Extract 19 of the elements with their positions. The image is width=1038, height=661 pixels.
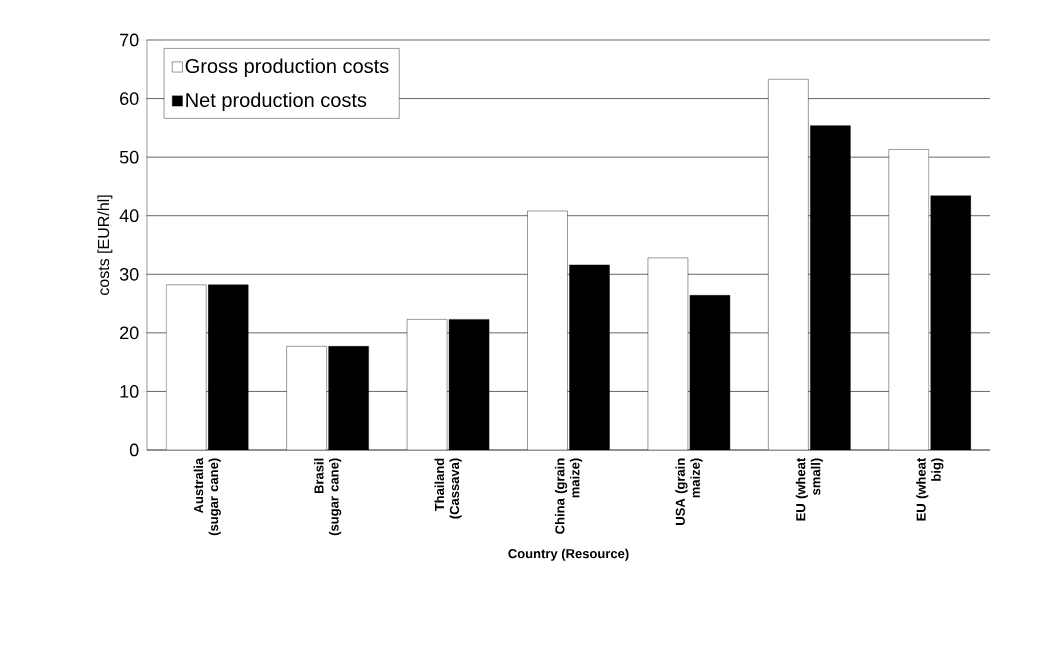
y-tick-label: 0: [129, 443, 139, 457]
x-axis-title: Country (Resource): [508, 548, 629, 561]
y-tick-label: 40: [119, 209, 139, 223]
x-tick-label: USA (grain maize): [675, 458, 703, 525]
x-tick-label: Thailand (Cassava): [434, 458, 462, 519]
x-tick-label: Brasil (sugar cane): [314, 458, 342, 536]
x-tick-label: EU (wheat big): [916, 457, 944, 521]
y-tick-label: 70: [120, 33, 139, 47]
legend-label: Net production costs: [186, 92, 367, 112]
y-axis-title: costs [EUR/hl]: [97, 195, 113, 296]
y-tick-label: 30: [119, 267, 139, 281]
y-tick-label: 20: [120, 326, 139, 340]
legend-label: Gross production costs: [185, 58, 389, 78]
x-tick-label: EU (wheat small): [795, 457, 823, 521]
y-tick-label: 10: [120, 385, 139, 398]
y-tick-label: 50: [119, 150, 139, 164]
y-tick-label: 60: [120, 92, 139, 105]
x-tick-label: Australia (sugar cane): [193, 457, 221, 536]
x-tick-label: China (grain maize): [554, 458, 583, 534]
